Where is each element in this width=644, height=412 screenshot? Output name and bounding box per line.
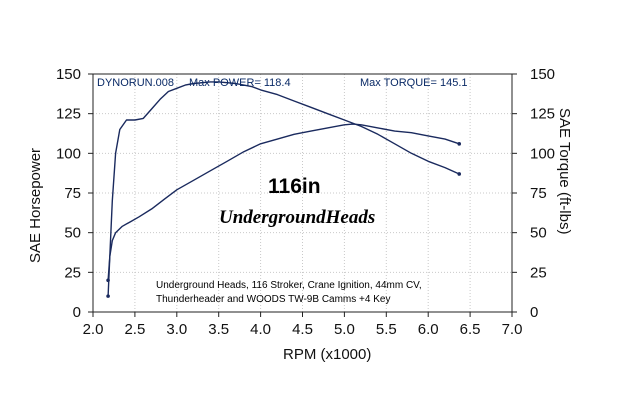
x-tick-label-9: 6.5 — [460, 321, 481, 338]
x-tick-label-3: 3.5 — [208, 321, 229, 338]
y-tick-label-left-1: 25 — [64, 264, 81, 281]
y-axis-title-right: SAE Torque (ft-lbs) — [556, 108, 573, 234]
y-tick-label-right-4: 100 — [530, 145, 555, 162]
torque-start-point — [106, 294, 110, 298]
y-tick-labels-right: 0 25 50 75 100 125 150 — [512, 66, 555, 321]
x-tick-label-1: 2.5 — [124, 321, 145, 338]
header-max-torque: Max TORQUE= 145.1 — [360, 77, 468, 89]
header-max-power: Max POWER= 118.4 — [189, 77, 291, 89]
y-tick-labels-left: 0 25 50 75 100 125 150 — [56, 66, 93, 321]
y-tick-label-left-5: 125 — [56, 106, 81, 123]
y-tick-label-right-5: 125 — [530, 106, 555, 123]
header-run: DYNORUN.008 — [97, 77, 174, 89]
x-tick-label-4: 4.0 — [250, 321, 271, 338]
x-tick-label-2: 3.0 — [166, 321, 187, 338]
y-axis-title-left: SAE Horsepower — [27, 148, 44, 263]
horsepower-start-point — [106, 278, 110, 283]
x-tick-label-10: 7.0 — [502, 321, 523, 338]
y-tick-label-left-2: 50 — [64, 225, 81, 242]
y-tick-label-left-4: 100 — [56, 145, 81, 162]
y-tick-label-left-0: 0 — [73, 304, 81, 321]
x-tick-label-8: 6.0 — [418, 321, 439, 338]
x-tick-label-7: 5.5 — [376, 321, 397, 338]
torque-end-point — [457, 172, 462, 176]
note-line-1: Underground Heads, 116 Stroker, Crane Ig… — [156, 280, 422, 291]
y-tick-label-right-6: 150 — [530, 66, 555, 83]
x-tick-label-5: 4.5 — [292, 321, 313, 338]
y-tick-label-right-2: 50 — [530, 225, 547, 242]
y-tick-label-right-3: 75 — [530, 185, 547, 202]
x-tick-labels: 2.0 2.5 3.0 3.5 4.0 4.5 5.0 5.5 6.0 6.5 7.0 — [83, 312, 523, 338]
grid — [92, 73, 513, 313]
horsepower-end-point — [457, 142, 462, 146]
x-axis-title: RPM (x1000) — [283, 346, 371, 363]
torque-curve — [107, 81, 460, 297]
y-tick-label-left-6: 150 — [56, 66, 81, 83]
horsepower-curve — [107, 123, 460, 281]
y-tick-label-right-0: 0 — [530, 304, 538, 321]
y-tick-label-right-1: 25 — [530, 264, 547, 281]
series-layer — [106, 81, 462, 298]
brand-underground-heads: UndergroundHeads — [219, 207, 375, 228]
x-tick-label-6: 5.0 — [334, 321, 355, 338]
note-line-2: Thunderheader and WOODS TW-9B Camms +4 K… — [156, 294, 390, 305]
headline-116in: 116in — [268, 175, 321, 198]
x-tick-label-0: 2.0 — [83, 321, 104, 338]
y-tick-label-left-3: 75 — [64, 185, 81, 202]
